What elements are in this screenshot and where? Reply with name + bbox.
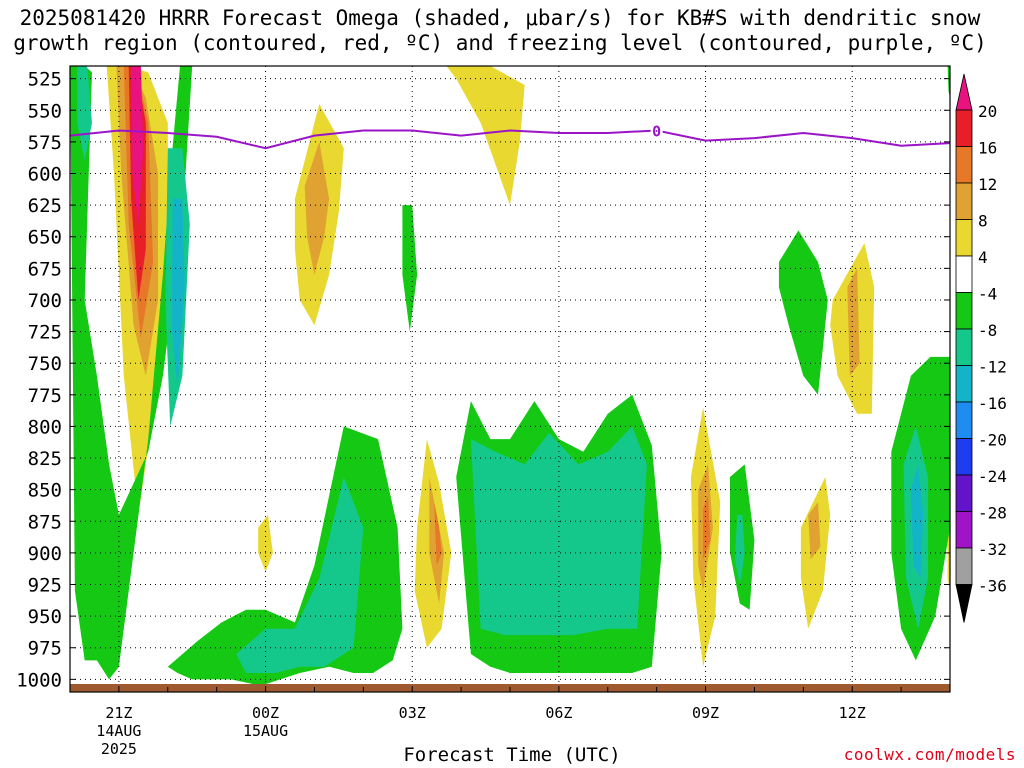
colorbar-label-8: -16 — [978, 394, 1007, 413]
chart-title: 2025081420 HRRR Forecast Omega (shaded, … — [0, 6, 1000, 56]
xtick-label-7-0: 03Z — [399, 704, 426, 722]
omega-shading-layer — [70, 66, 950, 686]
xtick-label-1-0: 21Z — [105, 704, 132, 722]
omega-region-negative-23 — [171, 198, 185, 389]
title-line-2: growth region (contoured, red, ºC) and f… — [13, 31, 987, 55]
ytick-label-925: 925 — [28, 575, 62, 597]
colorbar-bin-13 — [955, 547, 973, 585]
ytick-label-850: 850 — [28, 480, 62, 502]
colorbar-label-7: -12 — [978, 358, 1007, 377]
ytick-label-875: 875 — [28, 511, 62, 533]
freezing-level-label: 0 — [652, 122, 661, 140]
colorbar-bottom-arrow — [955, 584, 973, 623]
omega-region-positive-16 — [808, 502, 821, 560]
ytick-label-750: 750 — [28, 353, 62, 375]
ytick-label-900: 900 — [28, 543, 62, 565]
ytick-label-675: 675 — [28, 258, 62, 280]
ytick-label-725: 725 — [28, 322, 62, 344]
title-line-1: 2025081420 HRRR Forecast Omega (shaded, … — [19, 6, 981, 30]
colorbar-label-2: 12 — [978, 175, 997, 194]
omega-region-negative-25 — [236, 477, 364, 673]
xtick-label-16-0: 12Z — [839, 704, 866, 722]
colorbar-label-6: -8 — [978, 321, 997, 340]
colorbar-label-13: -36 — [978, 577, 1007, 596]
xtick-label-1-1: 14AUG — [96, 722, 141, 740]
colorbar-bin-4 — [955, 219, 973, 257]
ytick-label-700: 700 — [28, 290, 62, 312]
xtick-label-4-0: 00Z — [252, 704, 279, 722]
omega-region-positive-18 — [847, 268, 860, 376]
colorbar-label-5: -4 — [978, 285, 997, 304]
ytick-label-600: 600 — [28, 163, 62, 185]
omega-region-positive-8 — [258, 514, 273, 572]
colorbar-bin-10 — [955, 438, 973, 476]
ytick-label-950: 950 — [28, 606, 62, 628]
freezing-level-label-bg — [650, 122, 663, 139]
colorbar-bin-7 — [955, 328, 973, 366]
omega-region-positive-7 — [446, 66, 525, 206]
colorbar: 20 16 12 8 4 -4 -8 -12 -16 -20 -24 -28 -32 -36 — [955, 73, 1007, 623]
omega-region-negative-28 — [402, 205, 418, 332]
colorbar-bin-3 — [955, 182, 973, 220]
ytick-label-975: 975 — [28, 638, 62, 660]
ytick-label-800: 800 — [28, 416, 62, 438]
colorbar-label-0: 20 — [978, 102, 997, 121]
xtick-label-1-2: 2025 — [101, 740, 137, 758]
colorbar-top-arrow — [955, 73, 973, 111]
colorbar-bin-5 — [955, 255, 973, 293]
colorbar-bin-12 — [955, 511, 973, 549]
colorbar-label-11: -28 — [978, 504, 1007, 523]
omega-region-negative-31 — [778, 230, 828, 395]
ytick-label-525: 525 — [28, 69, 62, 91]
ytick-label-550: 550 — [28, 100, 62, 122]
ytick-label-575: 575 — [28, 132, 62, 154]
omega-region-negative-20 — [70, 66, 193, 680]
omega-region-positive-11 — [434, 502, 442, 566]
colorbar-label-3: 8 — [978, 212, 988, 231]
freezing-level-line — [70, 129, 950, 150]
omega-region-negative-34 — [910, 464, 924, 579]
omega-region-negative-27 — [470, 426, 647, 636]
omega-region-positive-14 — [703, 496, 711, 560]
ytick-label-1000: 1000 — [16, 669, 62, 691]
credit-text: coolwx.com/models — [843, 745, 1016, 764]
colorbar-label-12: -32 — [978, 540, 1007, 559]
ytick-label-650: 650 — [28, 227, 62, 249]
ytick-label-625: 625 — [28, 195, 62, 217]
ytick-label-775: 775 — [28, 385, 62, 407]
colorbar-bin-1 — [955, 109, 973, 147]
omega-region-positive-4 — [131, 66, 144, 225]
colorbar-bin-2 — [955, 146, 973, 184]
colorbar-label-4: 4 — [978, 248, 988, 267]
colorbar-bin-9 — [955, 401, 973, 439]
y-axis-ticks: 525 550 575 600 625 650 675 700 725 750 775 800 825 8… — [16, 69, 950, 691]
colorbar-bin-11 — [955, 474, 973, 512]
x-axis-label: Forecast Time (UTC) — [403, 744, 621, 766]
xtick-label-4-1: 15AUG — [243, 722, 288, 740]
colorbar-label-1: 16 — [978, 139, 997, 158]
ytick-label-825: 825 — [28, 448, 62, 470]
gridlines — [70, 66, 950, 692]
omega-region-positive-6 — [304, 141, 330, 275]
colorbar-bin-8 — [955, 365, 973, 403]
colorbar-label-9: -20 — [978, 431, 1007, 450]
omega-region-negative-21 — [77, 66, 92, 161]
colorbar-label-10: -24 — [978, 467, 1007, 486]
xtick-label-13-0: 09Z — [692, 704, 719, 722]
omega-region-negative-30 — [734, 514, 745, 585]
colorbar-bin-6 — [955, 292, 973, 330]
xtick-label-10-0: 06Z — [545, 704, 572, 722]
freezing-level-contour: 0 — [70, 122, 950, 150]
